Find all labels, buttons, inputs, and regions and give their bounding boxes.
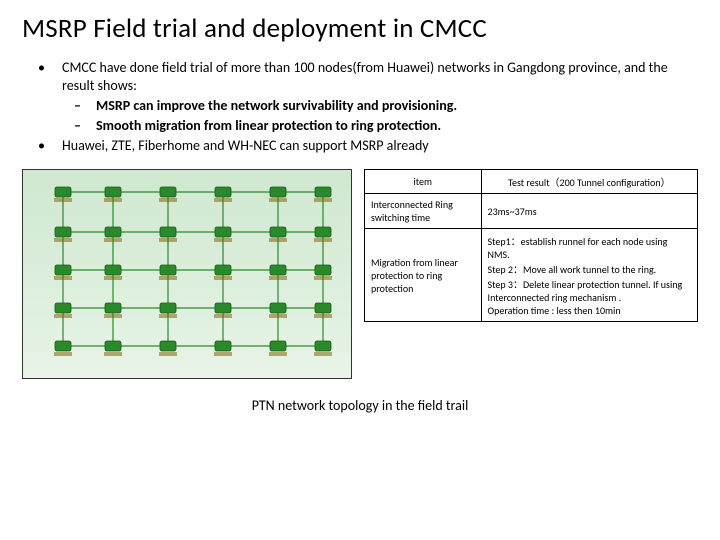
sub-bullet-text: Smooth migration from linear protection … <box>96 117 698 135</box>
results-table: item Test result（200 Tunnel configuratio… <box>364 169 698 322</box>
table-cell-item: Interconnected Ring switching time <box>365 194 482 229</box>
sub-bullet-text: MSRP can improve the network survivabili… <box>96 97 698 115</box>
bullet-list: • CMCC have done field trial of more tha… <box>34 59 698 155</box>
bullet-text: Huawei, ZTE, Fiberhome and WH-NEC can su… <box>62 137 698 155</box>
table-row: Migration from linear protection to ring… <box>365 229 698 322</box>
results-table-wrap: item Test result（200 Tunnel configuratio… <box>364 169 698 379</box>
sub-bullet-marker: – <box>74 97 96 115</box>
bullet-text: CMCC have done field trial of more than … <box>62 59 698 95</box>
network-svg <box>23 170 352 379</box>
bullet-item: • CMCC have done field trial of more tha… <box>34 59 698 95</box>
content-row: item Test result（200 Tunnel configuratio… <box>22 169 698 379</box>
table-cell-result: 23ms~37ms <box>481 194 697 229</box>
network-diagram <box>22 169 352 379</box>
table-header-result: Test result（200 Tunnel configuration） <box>481 170 697 194</box>
sub-bullet-item: – MSRP can improve the network survivabi… <box>74 97 698 115</box>
sub-bullet-item: – Smooth migration from linear protectio… <box>74 117 698 135</box>
bullet-marker: • <box>34 137 62 155</box>
table-cell-result: Step1：establish runnel for each node usi… <box>481 229 697 322</box>
sub-bullet-marker: – <box>74 117 96 135</box>
table-header-row: item Test result（200 Tunnel configuratio… <box>365 170 698 194</box>
table-row: Interconnected Ring switching time 23ms~… <box>365 194 698 229</box>
table-cell-item: Migration from linear protection to ring… <box>365 229 482 322</box>
table-header-item: item <box>365 170 482 194</box>
bullet-marker: • <box>34 59 62 77</box>
page-title: MSRP Field trial and deployment in CMCC <box>22 12 698 45</box>
bullet-item: • Huawei, ZTE, Fiberhome and WH-NEC can … <box>34 137 698 155</box>
diagram-caption: PTN network topology in the field trail <box>22 397 698 414</box>
